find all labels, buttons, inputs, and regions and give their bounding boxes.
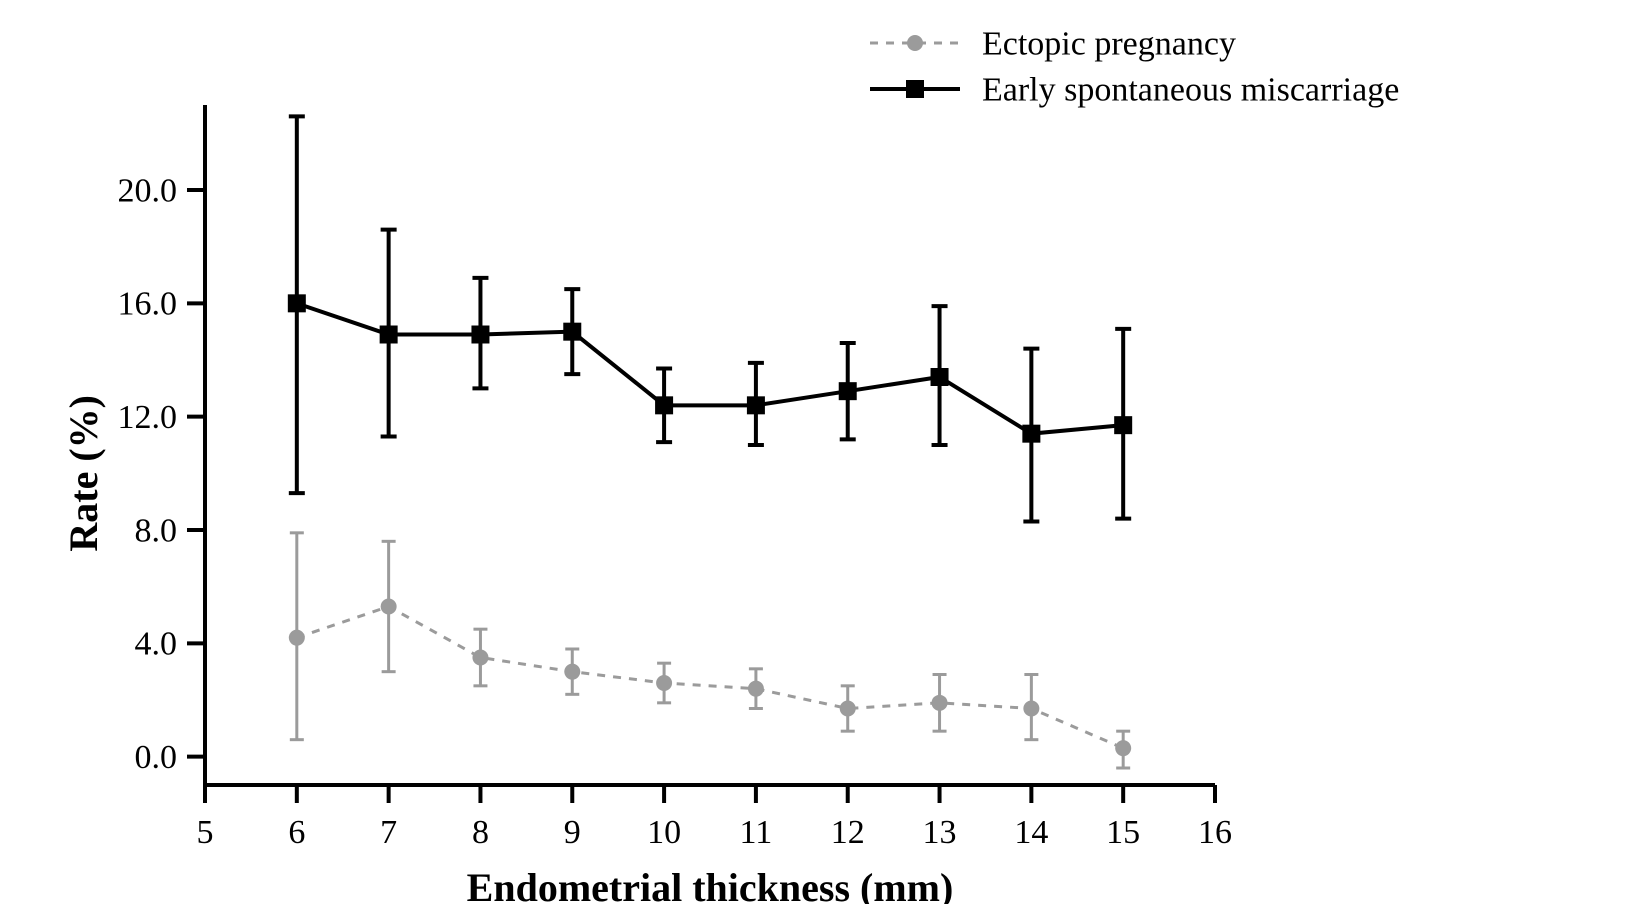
legend-label: Early spontaneous miscarriage	[982, 71, 1399, 108]
y-tick-label: 0.0	[135, 739, 178, 776]
x-tick-label: 14	[1014, 814, 1048, 851]
x-tick-label: 12	[831, 814, 865, 851]
x-tick-label: 9	[564, 814, 581, 851]
x-tick-label: 16	[1198, 814, 1232, 851]
y-axis-label: Rate (%)	[61, 395, 106, 552]
y-tick-label: 8.0	[135, 512, 178, 549]
x-tick-label: 15	[1106, 814, 1140, 851]
x-tick-label: 7	[380, 814, 397, 851]
chart-container: 5 6 7 8 9 10 11 12 13 14 15 16 0.0 4.0 8.0 12.0 16.0 20.0…	[0, 0, 1640, 904]
x-tick-label: 13	[923, 814, 957, 851]
legend-label: Ectopic pregnancy	[982, 25, 1236, 62]
x-tick-label: 10	[647, 814, 681, 851]
x-tick-label: 8	[472, 814, 489, 851]
x-tick-label: 11	[740, 814, 773, 851]
x-axis-label: Endometrial thickness (mm)	[467, 865, 954, 904]
y-tick-label: 16.0	[118, 286, 178, 323]
chart-svg: 5 6 7 8 9 10 11 12 13 14 15 16 0.0 4.0 8.0 12.0 16.0 20.0…	[0, 0, 1640, 904]
x-tick-label: 6	[288, 814, 305, 851]
x-tick-label: 5	[197, 814, 214, 851]
y-tick-label: 20.0	[118, 172, 178, 209]
y-tick-label: 12.0	[118, 399, 178, 436]
y-tick-label: 4.0	[135, 626, 178, 663]
